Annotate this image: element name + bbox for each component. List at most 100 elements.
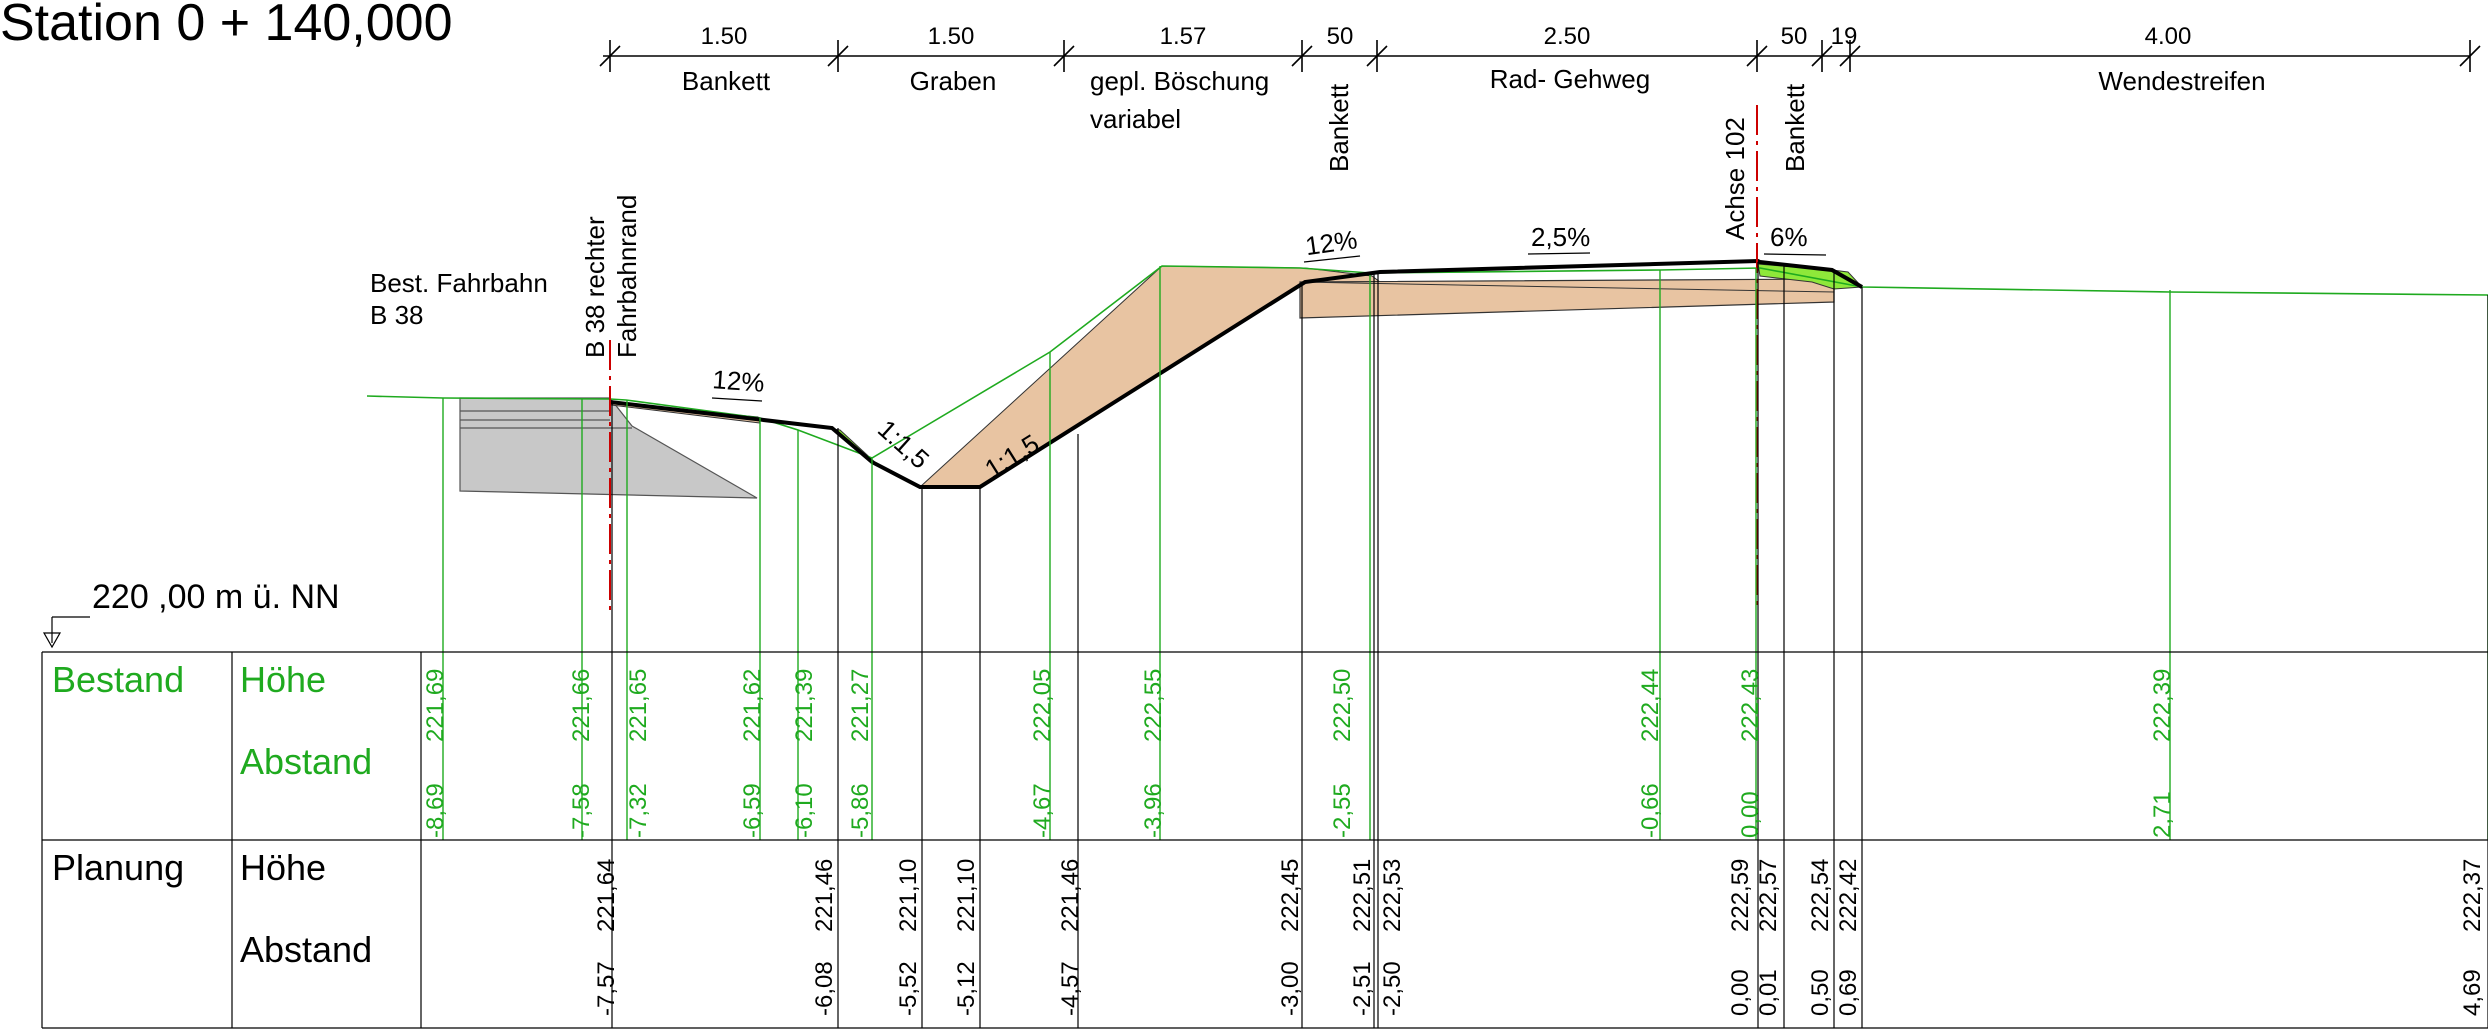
planung-hoehe-value: 221,10 [895,859,922,932]
bestand-abstand-value: -6,59 [739,783,766,838]
dim-value-19: 19 [1831,23,1858,50]
slope-label-12-right: 12% [1303,224,1359,261]
existing-road-body [459,397,758,499]
planung-hoehe-value: 222,37 [2459,859,2486,932]
dimension-values: 1.50 Bankett 1.50 Graben 1.57 gepl. Bösc… [682,23,2266,172]
planung-hoehe-value: 222,54 [1807,859,1834,932]
dim-label-radweg: Rad- Gehweg [1490,64,1650,94]
slope-annotations: 12% 1:1,5 1:1,5 12% 2,5% 6% [711,222,1827,484]
planung-hoehe-value: 221,46 [811,859,838,932]
dim-label-boeschung-variabel: variabel [1090,104,1181,134]
datum-label: 220 ,00 m ü. NN [92,578,340,616]
path-subgrade-line [1299,281,1835,293]
dim-label-wendestreifen: Wendestreifen [2098,66,2265,96]
dim-value-radweg: 2.50 [1544,23,1591,50]
planung-abstand-value: 0,69 [1835,969,1862,1016]
bestand-hoehe-label: Höhe [240,659,326,700]
bestand-hoehe-value: 222,44 [1637,669,1664,742]
bestand-abstand-value: -7,58 [568,783,595,838]
bestand-hoehe-value: 222,43 [1737,669,1764,742]
bestand-hoehe-value: 221,65 [625,669,652,742]
axis-label: Achse 102 [1720,117,1750,240]
planung-abstand-value: -6,08 [811,961,838,1016]
slope-label-12-left: 12% [712,364,766,398]
bestand-abstand-value: 0,00 [1737,791,1764,838]
planung-hoehe-value: 221,10 [953,859,980,932]
slope-label-25: 2,5% [1531,222,1590,252]
edge-line-label-line2: Fahrbahnrand [612,195,642,358]
bestand-hoehe-value: 222,05 [1029,669,1056,742]
existing-terrain-line [366,265,2488,459]
dim-value-bankett-left: 1.50 [701,23,748,50]
planung-abstand-label: Abstand [240,929,372,970]
bestand-abstand-label: Abstand [240,741,372,782]
dim-label-bankett-right: Bankett [1780,83,1810,172]
bestand-abstand-value: -8,69 [422,783,449,838]
bestand-hoehe-value: 221,69 [422,669,449,742]
bestand-abstand-value: -5,86 [847,783,874,838]
data-table [41,651,2488,1029]
slope-arrow-12-left [711,397,763,402]
table-headers: Bestand Höhe Abstand Planung Höhe Abstan… [52,659,372,970]
earth-fill-under-path [1299,278,1835,319]
dim-label-bankett-left: Bankett [682,66,771,96]
bestand-label: Bestand [52,659,184,700]
planung-hoehe-value: 222,57 [1755,859,1782,932]
edge-line-label-line1: B 38 rechter [580,216,610,358]
planung-hoehe-label: Höhe [240,847,326,888]
dim-value-50-right: 50 [1781,23,1808,50]
planung-abstand-value: -2,50 [1379,961,1406,1016]
planung-abstand-value: 0,01 [1755,969,1782,1016]
datum-marker: 220 ,00 m ü. NN [42,578,340,649]
dim-label-graben: Graben [910,66,997,96]
dim-value-wendestreifen: 4.00 [2145,23,2192,50]
bestand-hoehe-value: 222,39 [2149,669,2176,742]
dimension-chain [599,40,2481,72]
planung-abstand-value: 4,69 [2459,969,2486,1016]
dim-value-boeschung: 1.57 [1160,23,1207,50]
planung-abstand-value: -3,00 [1277,961,1304,1016]
planung-abstand-value: -4,57 [1057,961,1084,1016]
bestand-hoehe-value: 221,39 [791,669,818,742]
drawing-labels: Best. Fahrbahn B 38 B 38 rechter Fahrbah… [370,117,1750,358]
planung-abstand-value: 0,00 [1727,969,1754,1016]
slope-arrow-25 [1527,252,1591,255]
planung-label: Planung [52,847,184,888]
planung-hoehe-value: 221,64 [593,859,620,932]
bestand-abstand-value: -0,66 [1637,783,1664,838]
planung-hoehe-value: 222,59 [1727,859,1754,932]
station-title: Station 0 + 140,000 [0,0,453,52]
slope-arrow-12-right [1303,255,1361,263]
slope-label-6: 6% [1770,222,1808,252]
planung-abstand-value: 0,50 [1807,969,1834,1016]
planung-hoehe-value: 222,53 [1379,859,1406,932]
bestand-hoehe-value: 221,66 [568,669,595,742]
bestand-hoehe-value: 222,55 [1140,669,1167,742]
planung-hoehe-value: 222,51 [1349,859,1376,932]
bestand-hoehe-value: 221,62 [739,669,766,742]
planung-hoehe-value: 222,45 [1277,859,1304,932]
planung-hoehe-value: 222,42 [1835,859,1862,932]
planung-abstand-value: -7,57 [593,961,620,1016]
planung-abstand-value: -5,12 [953,961,980,1016]
existing-road [459,397,758,499]
planung-hoehe-value: 221,46 [1057,859,1084,932]
dim-value-graben: 1.50 [928,23,975,50]
bestand-abstand-value: -4,67 [1029,783,1056,838]
existing-road-label-line1: Best. Fahrbahn [370,268,548,298]
bestand-abstand-value: -2,55 [1329,783,1356,838]
dim-label-bankett-mid: Bankett [1324,83,1354,172]
bestand-abstand-value: -7,32 [625,783,652,838]
planung-abstand-value: -2,51 [1349,961,1376,1016]
existing-road-label-line2: B 38 [370,300,424,330]
bestand-abstand-value: 2,71 [2149,791,2176,838]
bestand-hoehe-value: 222,50 [1329,669,1356,742]
bestand-abstand-value: -3,96 [1140,783,1167,838]
planung-abstand-value: -5,52 [895,961,922,1016]
bestand-hoehe-value: 221,27 [847,669,874,742]
bestand-abstand-value: -6,10 [791,783,818,838]
slope-arrow-6 [1763,253,1827,256]
dim-value-bankett-mid: 50 [1327,23,1354,50]
dim-label-boeschung: gepl. Böschung [1090,66,1269,96]
